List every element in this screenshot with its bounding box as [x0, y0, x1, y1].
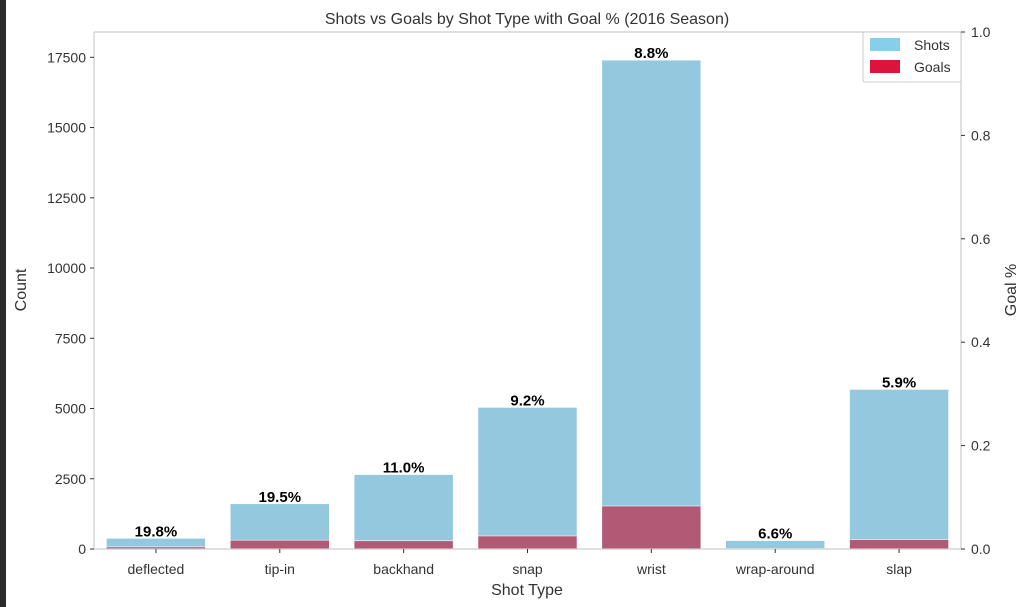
- y2-tick-label: 1.0: [971, 24, 991, 40]
- legend: Shots Goals: [862, 31, 962, 83]
- goal-pct-label-backhand: 11.0%: [383, 460, 425, 477]
- goals-bar-backhand: [353, 540, 454, 550]
- y2-tick-label: 0.4: [971, 334, 991, 350]
- shots-bar-slap: [849, 389, 949, 550]
- y2-tick-label: 0.0: [971, 541, 991, 557]
- goal-pct-label-deflected: 19.8%: [135, 523, 178, 540]
- y2-tick-label: 0.6: [971, 231, 991, 247]
- y-tick-label: 7500: [55, 330, 86, 346]
- x-tick-label-slap: slap: [886, 561, 912, 577]
- x-tick-label-wrist: wrist: [636, 561, 666, 577]
- legend-swatch-goals: [870, 60, 900, 73]
- goals-bar-slap: [849, 539, 949, 550]
- y-tick-label: 17500: [47, 49, 86, 65]
- x-tick-label-wrap-around: wrap-around: [735, 561, 815, 577]
- y-tick-label: 15000: [47, 120, 86, 136]
- bar-chart: Shots vs Goals by Shot Type with Goal % …: [13, 11, 1020, 599]
- legend-label-goals: Goals: [914, 59, 951, 75]
- chart-figure: Shots vs Goals by Shot Type with Goal % …: [6, 0, 1027, 607]
- y-tick-label: 5000: [55, 401, 86, 417]
- x-tick-label-deflected: deflected: [128, 561, 185, 577]
- x-tick-label-backhand: backhand: [373, 561, 434, 577]
- legend-label-shots: Shots: [914, 37, 950, 53]
- goals-bar-tip-in: [229, 539, 330, 550]
- y-tick-label: 0: [78, 541, 86, 557]
- y-tick-label: 12500: [47, 190, 86, 206]
- goal-pct-label-tip-in: 19.5%: [259, 489, 302, 506]
- shots-bar-backhand: [353, 474, 454, 550]
- goals-bar-snap: [477, 535, 578, 550]
- x-axis-title: Shot Type: [491, 582, 563, 599]
- y-tick-label: 10000: [47, 260, 86, 276]
- goal-pct-label-slap: 5.9%: [882, 374, 916, 391]
- goals-bar-wrist: [601, 505, 702, 550]
- y-axis-title: Count: [13, 268, 30, 311]
- x-tick-label-snap: snap: [512, 561, 543, 577]
- y2-axis-ticks: 0.0 0.2 0.4 0.6 0.8 1.0: [961, 24, 991, 557]
- x-tick-label-tip-in: tip-in: [265, 561, 295, 577]
- x-axis-ticks: deflected tip-in backhand snap wrist wrap-aro…: [128, 549, 912, 577]
- goal-pct-label-wrist: 8.8%: [634, 45, 668, 62]
- y2-tick-label: 0.8: [971, 127, 991, 143]
- chart-title: Shots vs Goals by Shot Type with Goal % …: [325, 11, 729, 28]
- legend-swatch-shots: [870, 38, 900, 51]
- y2-axis-title: Goal %: [1003, 264, 1020, 316]
- shots-bar-snap: [477, 407, 578, 550]
- shots-bars: [106, 59, 949, 550]
- y-tick-label: 2500: [55, 471, 86, 487]
- goal-pct-label-wrap-around: 6.6%: [758, 526, 792, 543]
- shots-bar-wrist: [601, 59, 702, 550]
- y-axis-ticks: 0 2500 5000 7500 10000 12500 15000 17500: [47, 49, 94, 557]
- goal-pct-label-snap: 9.2%: [510, 392, 544, 409]
- goal-pct-labels: 19.8% 19.5% 11.0% 9.2% 8.8% 6.6% 5.9%: [135, 45, 917, 542]
- y2-tick-label: 0.2: [971, 438, 991, 454]
